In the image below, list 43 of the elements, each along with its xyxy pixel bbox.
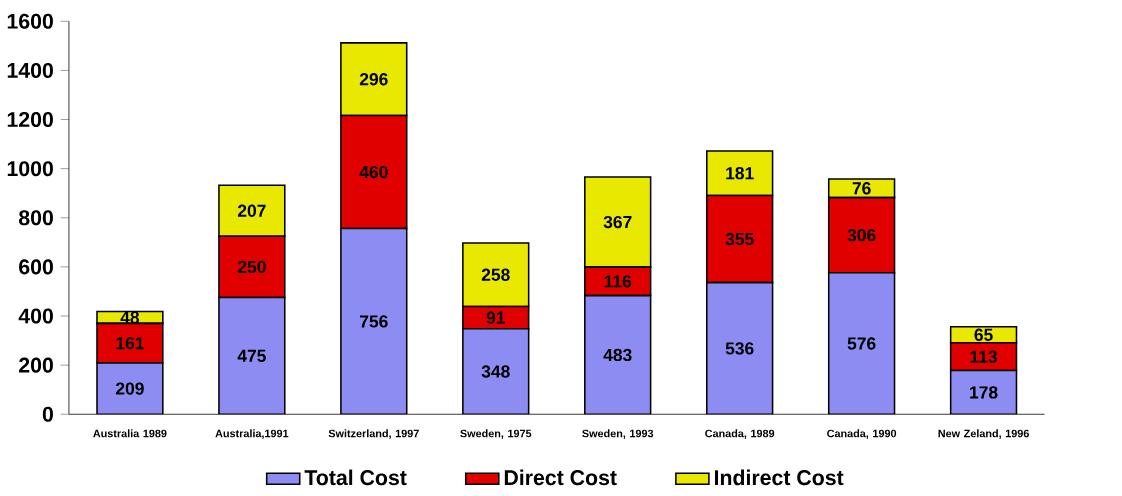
x-tick-label: Australia 1989: [93, 429, 167, 438]
data-label: 355: [725, 233, 754, 246]
data-label: 161: [116, 337, 144, 350]
y-tick-label: 1200: [7, 112, 53, 128]
data-label: 460: [359, 166, 388, 179]
y-tick-label: 1000: [7, 161, 53, 177]
x-tick-label: Canada, 1989: [705, 429, 775, 440]
data-label: 116: [604, 275, 632, 288]
data-label: 536: [725, 342, 754, 355]
y-tick-label: 1400: [7, 63, 53, 79]
legend-label: Direct Cost: [504, 469, 617, 486]
data-label: 209: [115, 382, 144, 395]
x-tick-label: New Zeland, 1996: [938, 429, 1029, 440]
x-tick-label: Australia,1991: [215, 429, 289, 440]
data-label: 348: [481, 365, 510, 378]
data-label: 483: [603, 348, 632, 362]
data-label: 113: [970, 350, 997, 364]
x-tick-label: Switzerland, 1997: [328, 429, 419, 440]
data-label: 207: [237, 204, 266, 218]
data-label: 76: [852, 182, 871, 195]
y-tick-label: 600: [19, 259, 53, 275]
data-label: 475: [237, 350, 266, 363]
data-label: 576: [847, 337, 876, 350]
x-tick-label: Sweden, 1993: [582, 429, 654, 440]
y-tick-label: 0: [42, 406, 53, 422]
y-tick-label: 400: [18, 308, 53, 324]
x-tick-label: Sweden, 1975: [460, 429, 532, 440]
data-label: 65: [974, 328, 993, 342]
data-label: 367: [603, 216, 632, 229]
data-label: 296: [359, 73, 388, 86]
y-tick-label: 1600: [7, 13, 53, 30]
data-label: 258: [481, 268, 510, 282]
data-label: 756: [360, 315, 388, 328]
y-tick-label: 200: [19, 357, 53, 373]
data-label: 91: [486, 311, 505, 324]
legend-label: Indirect Cost: [714, 469, 844, 486]
data-label: 306: [847, 229, 876, 242]
x-tick-label: Canada, 1990: [827, 429, 897, 440]
data-label: 181: [726, 167, 754, 180]
data-label: 178: [970, 386, 998, 399]
y-tick-label: 800: [18, 210, 53, 226]
data-label: 250: [237, 260, 266, 274]
legend-label: Total Cost: [304, 469, 407, 486]
